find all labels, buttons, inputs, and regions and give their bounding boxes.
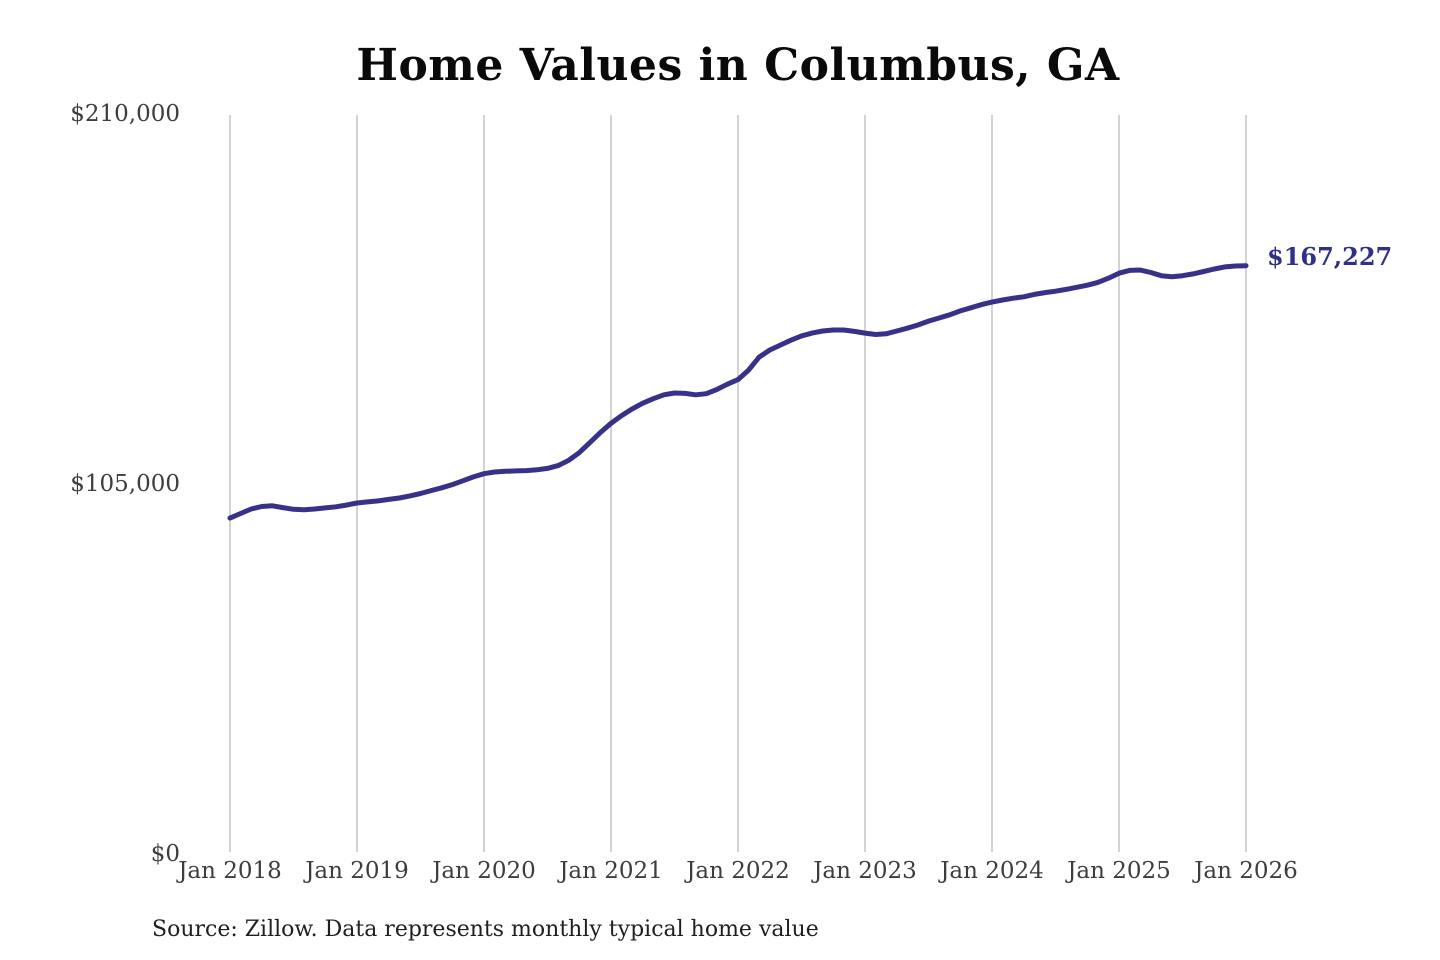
y-axis-labels: $0 $105,000 $210,000	[70, 101, 180, 867]
y-axis-label: $0	[151, 841, 180, 867]
x-axis-label: Jan 2025	[1065, 858, 1171, 884]
x-axis-label: Jan 2020	[430, 858, 536, 884]
x-axis-label: Jan 2023	[811, 858, 917, 884]
x-axis-label: Jan 2024	[938, 858, 1044, 884]
source-note: Source: Zillow. Data represents monthly …	[152, 917, 819, 942]
x-axis-label: Jan 2022	[684, 858, 790, 884]
y-axis-label: $105,000	[70, 471, 180, 497]
chart-title: Home Values in Columbus, GA	[356, 40, 1120, 91]
x-axis-label: Jan 2021	[557, 858, 663, 884]
home-value-line	[227, 263, 1249, 521]
y-axis-label: $210,000	[70, 101, 180, 127]
gridlines	[229, 115, 1247, 852]
x-axis-label: Jan 2019	[303, 858, 409, 884]
x-axis-label: Jan 2018	[176, 858, 282, 884]
x-axis-label: Jan 2026	[1192, 858, 1298, 884]
current-value-label: $167,227	[1267, 242, 1392, 271]
x-axis-labels: Jan 2018 Jan 2019 Jan 2020 Jan 2021 Jan 2022…	[176, 858, 1298, 884]
